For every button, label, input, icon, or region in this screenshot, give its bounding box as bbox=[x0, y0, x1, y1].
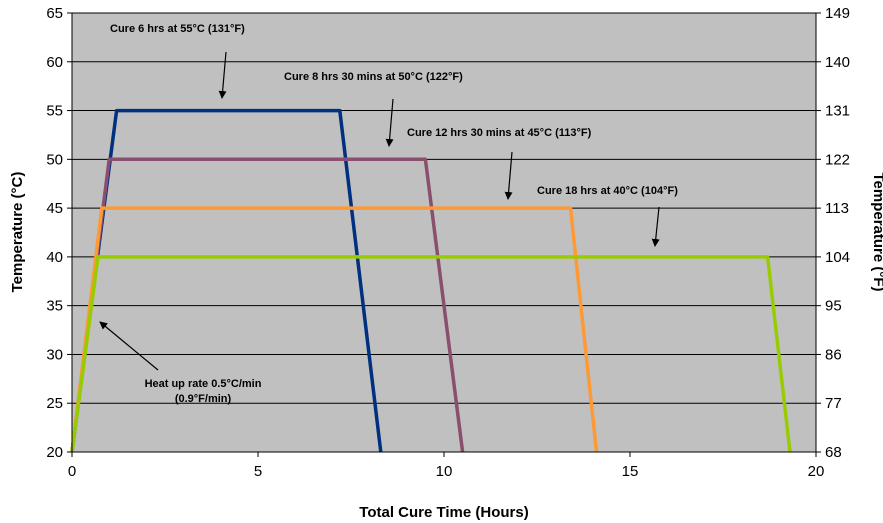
annotation-label: Cure 12 hrs 30 mins at 45°C (113°F) bbox=[407, 127, 592, 139]
plot-area bbox=[72, 13, 816, 452]
annotation-label: Heat up rate 0.5°C/min bbox=[145, 378, 262, 390]
y2-tick-label: 149 bbox=[825, 5, 850, 22]
y2-tick-label: 113 bbox=[825, 200, 849, 217]
y2-tick-label: 95 bbox=[825, 298, 842, 315]
y-tick-label: 30 bbox=[46, 346, 63, 363]
x-tick-label: 5 bbox=[254, 463, 262, 480]
x-tick-label: 20 bbox=[808, 463, 825, 480]
annotation-arrow bbox=[99, 321, 159, 371]
y-tick-label: 45 bbox=[46, 200, 63, 217]
annotation-label: Cure 18 hrs at 40°C (104°F) bbox=[537, 185, 678, 197]
x-axis-title: Total Cure Time (Hours) bbox=[359, 504, 528, 521]
annotations: Cure 6 hrs at 55°C (131°F) Cure 8 hrs 30 … bbox=[99, 23, 678, 405]
annotation-arrow bbox=[385, 98, 394, 147]
y-tick-label: 40 bbox=[46, 249, 63, 266]
y2-tick-label: 131 bbox=[825, 103, 850, 120]
y-tick-label: 60 bbox=[46, 54, 63, 71]
x-tick-label: 10 bbox=[436, 463, 453, 480]
y-axis-title: Temperature (°C) bbox=[9, 172, 26, 293]
y2-tick-label: 122 bbox=[825, 151, 850, 168]
y-tick-label: 65 bbox=[46, 5, 63, 22]
y2-tick-label: 86 bbox=[825, 346, 842, 363]
y-tick-label: 20 bbox=[46, 444, 63, 461]
y-tick-label: 50 bbox=[46, 151, 63, 168]
series-line-4 bbox=[70, 255, 792, 453]
y2-tick-label: 104 bbox=[825, 249, 850, 266]
series-lines bbox=[70, 108, 792, 453]
annotation-label: Cure 6 hrs at 55°C (131°F) bbox=[110, 23, 245, 35]
annotation-label: Cure 8 hrs 30 mins at 50°C (122°F) bbox=[284, 71, 463, 83]
y-tick-label: 35 bbox=[46, 298, 63, 315]
x-tick-label: 15 bbox=[622, 463, 639, 480]
annotation-label: (0.9°F/min) bbox=[175, 393, 232, 405]
annotation-arrow bbox=[218, 51, 227, 99]
y-tick-label: 25 bbox=[46, 395, 63, 412]
y2-axis-title: Temperature (°F) bbox=[870, 172, 883, 291]
y-tick-label: 55 bbox=[46, 103, 63, 120]
y2-tick-label: 68 bbox=[825, 444, 842, 461]
x-tick-label: 0 bbox=[68, 463, 76, 480]
annotation-arrow bbox=[504, 151, 513, 200]
y2-tick-label: 77 bbox=[825, 395, 842, 412]
annotation-arrow bbox=[651, 206, 660, 247]
y2-tick-label: 140 bbox=[825, 54, 850, 71]
